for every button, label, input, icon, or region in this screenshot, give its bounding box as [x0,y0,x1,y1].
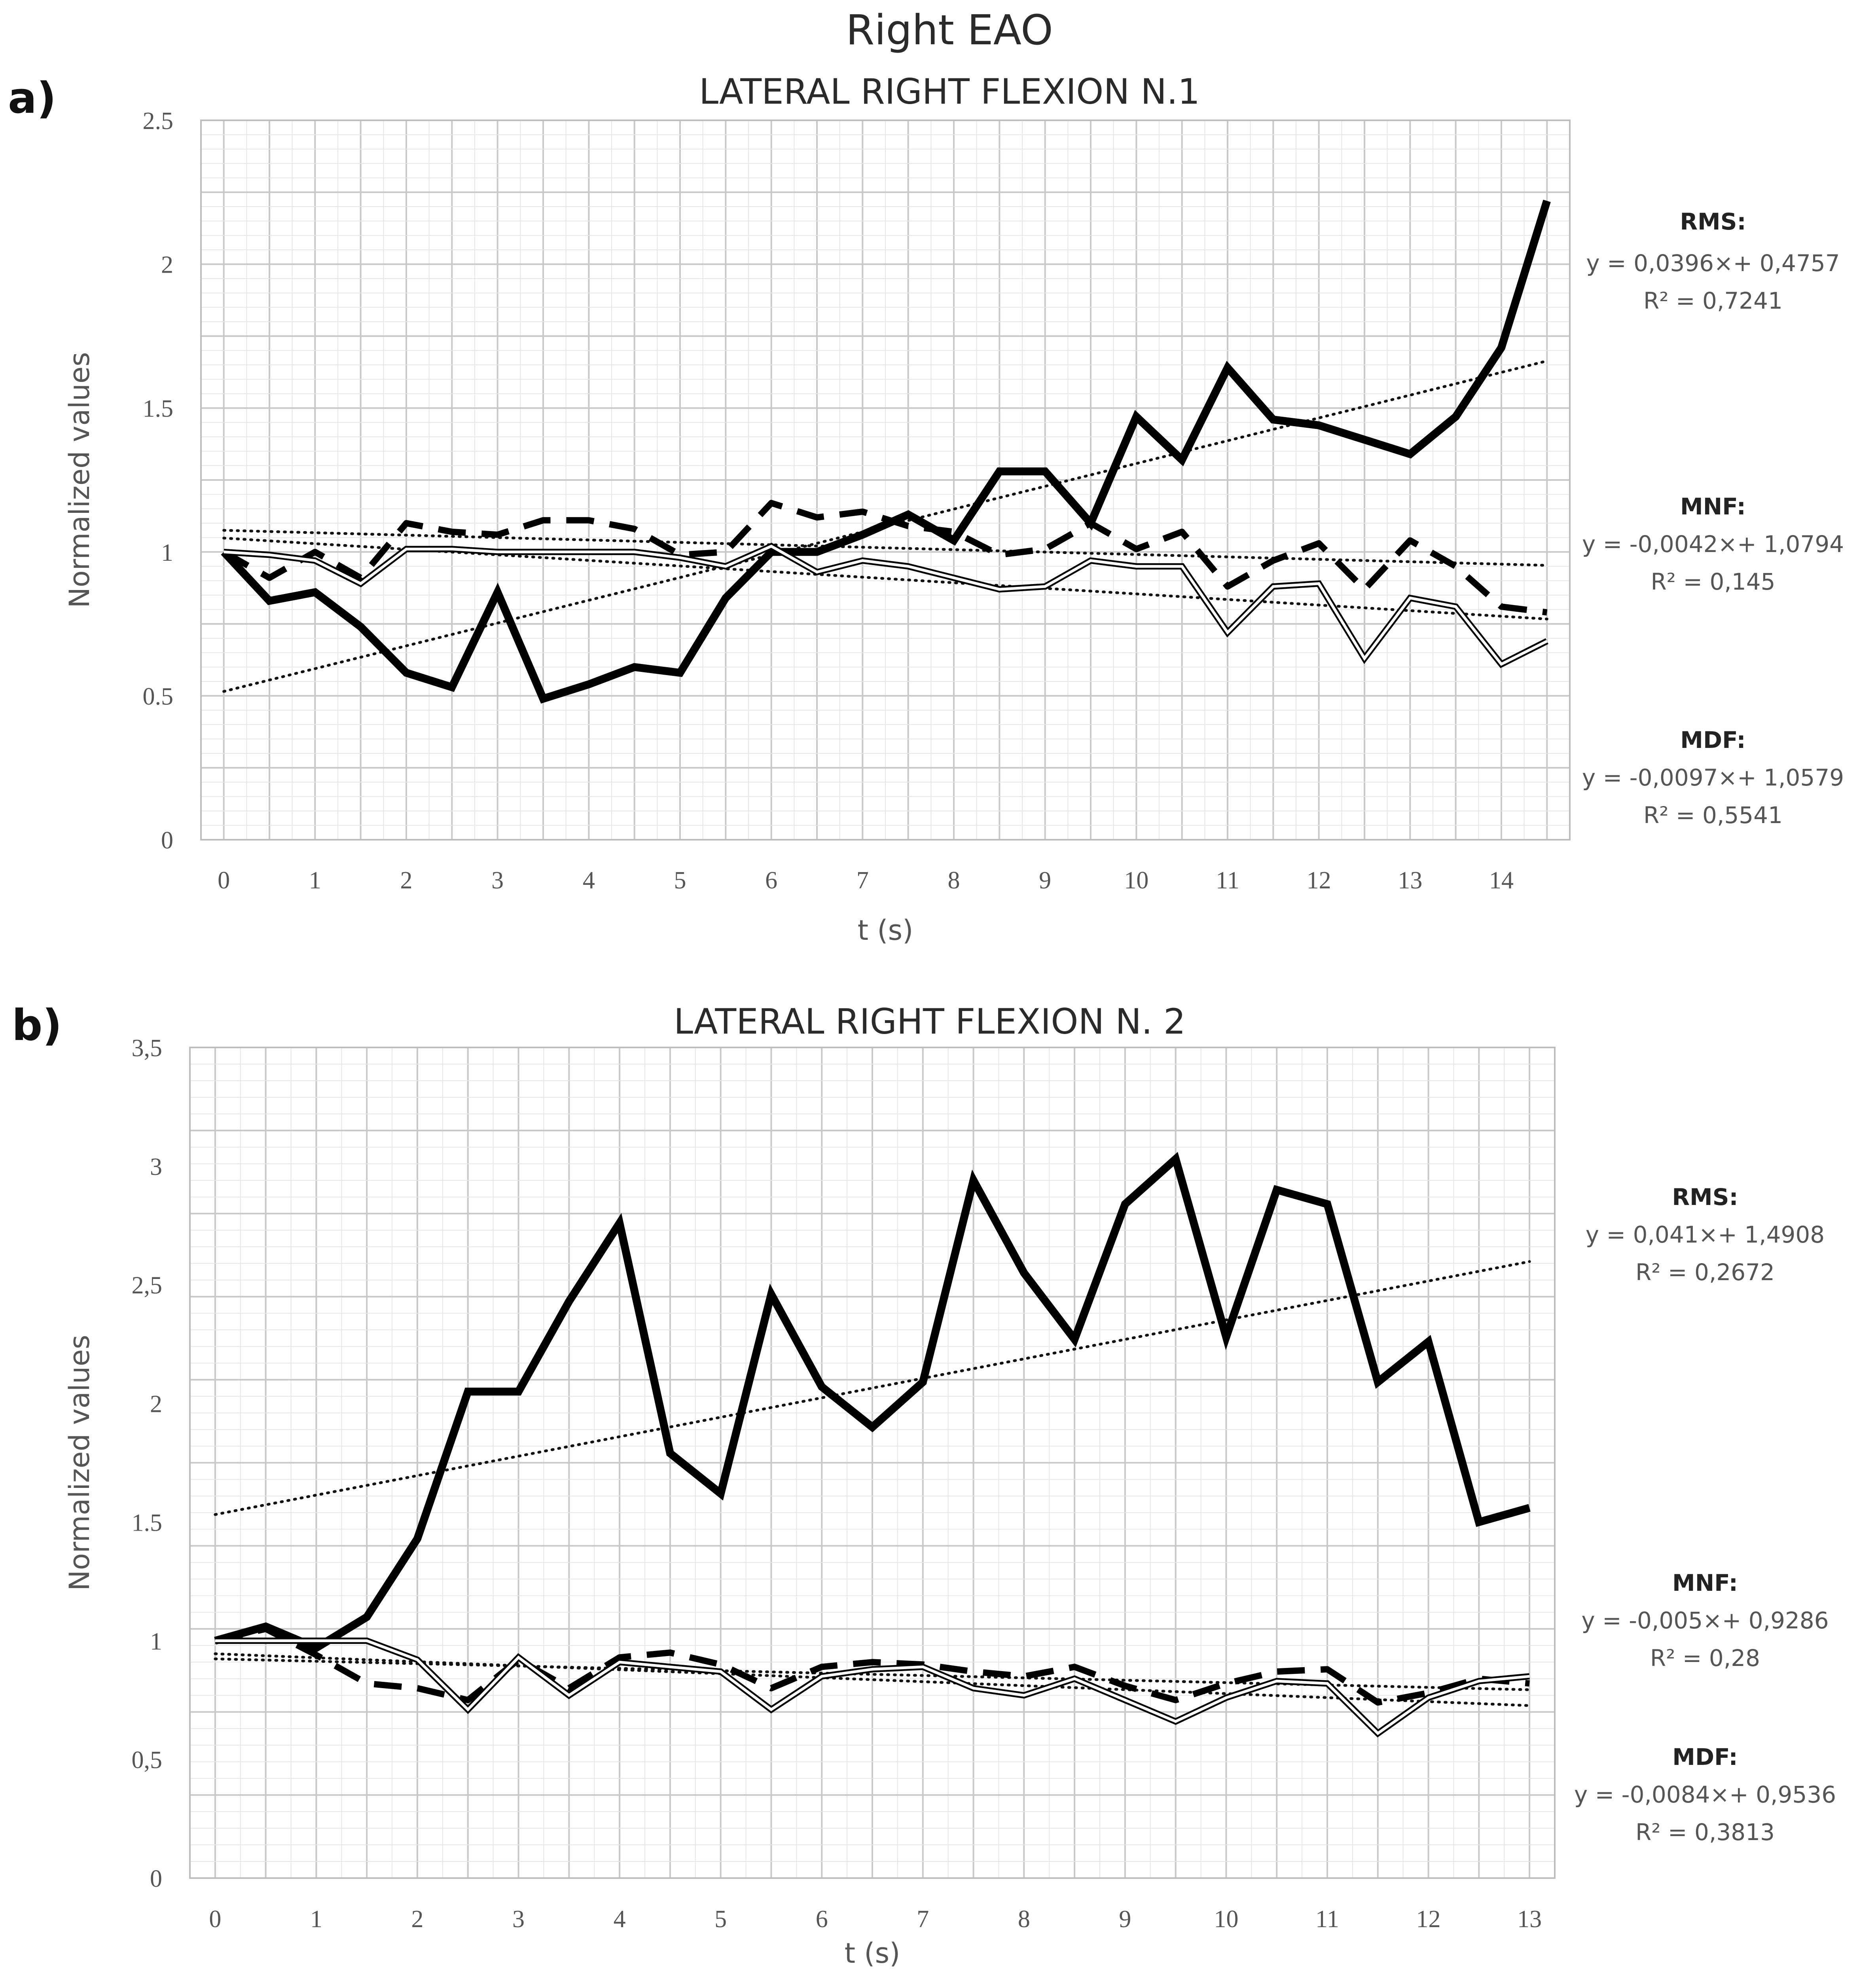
x-tick-label: 11 [1315,1906,1339,1933]
x-tick-label: 0 [209,1906,221,1933]
series-mnf-line [222,500,1548,616]
x-tick-label: 1 [310,1906,322,1933]
x-tick-label: 5 [714,1906,727,1933]
grid [201,120,1570,841]
x-tick-label: 11 [1216,867,1239,894]
x-tick-label: 4 [614,1906,626,1933]
x-tick-label: 9 [1039,867,1051,894]
y-tick-label: 2 [150,1391,162,1418]
panel-a-label: a) [8,74,56,123]
series-rms-line [221,199,1551,704]
trend-equation-mdf: y = -0,0097×+ 1,0579 [1582,764,1844,791]
panel-b-title: LATERAL RIGHT FLEXION N. 2 [674,1001,1186,1042]
panel-b: b) LATERAL RIGHT FLEXION N. 2 0 0,5 1 1.5 2 2… [12,1001,1836,1969]
x-tick-label: 0 [218,867,230,894]
x-tick-label: 3 [491,867,504,894]
y-axis-title: Normalized values [63,352,96,608]
trend-r2-mnf: R² = 0,28 [1650,1645,1760,1672]
x-tick-label: 12 [1416,1906,1441,1933]
trendline-mdf [214,1652,1531,1707]
figure-title: Right EAO [846,6,1053,54]
trend-equation-mdf: y = -0,0084×+ 0,9536 [1574,1781,1836,1808]
y-tick-label: 3,5 [132,1035,163,1062]
plot-area-frame [189,1047,1556,1879]
y-tick-label: 0 [150,1865,162,1892]
x-axis-title: t (s) [845,1937,900,1969]
y-axis-title: Normalized values [63,1335,96,1591]
x-tick-label: 6 [765,867,777,894]
y-tick-label: 1.5 [143,395,174,422]
x-tick-label: 5 [674,867,686,894]
trend-equation-mnf: y = -0,0042×+ 1,0794 [1582,531,1844,558]
series-mnf-line [214,1626,1530,1706]
grid [189,1047,1555,1879]
x-tick-label: 7 [917,1906,929,1933]
trend-label-mnf: MNF: [1680,493,1746,520]
y-tick-label: 1 [150,1628,162,1655]
y-tick-label: 1 [161,539,173,566]
y-tick-label: 2,5 [132,1272,163,1299]
trend-r2-mdf: R² = 0,3813 [1635,1819,1775,1846]
y-tick-label: 0,5 [132,1747,163,1774]
trendline-rms [214,1260,1531,1516]
y-tick-label: 0.5 [143,683,174,710]
x-tick-label: 7 [857,867,869,894]
x-tick-label: 9 [1119,1906,1131,1933]
trend-r2-rms: R² = 0,7241 [1643,287,1783,314]
trend-label-mdf: MDF: [1672,1744,1738,1770]
x-tick-label: 6 [816,1906,828,1933]
x-tick-label: 13 [1517,1906,1542,1933]
trendline-rms [222,359,1548,693]
trend-equation-rms: y = 0,0396×+ 0,4757 [1586,250,1840,277]
series-mdf-line-inner [215,1639,1530,1735]
x-tick-label: 13 [1398,867,1422,894]
x-tick-label: 8 [948,867,960,894]
x-tick-label: 3 [512,1906,525,1933]
trend-label-rms: RMS: [1672,1184,1738,1210]
x-tick-label: 2 [411,1906,424,1933]
y-tick-label: 1.5 [132,1509,163,1536]
x-tick-label: 14 [1489,867,1514,894]
plot-area-frame [200,120,1571,841]
x-axis-title: t (s) [858,914,913,947]
y-tick-label: 2 [161,252,173,279]
series-mdf-line-inner [224,545,1548,666]
panel-a-title: LATERAL RIGHT FLEXION N.1 [699,71,1200,112]
y-tick-label: 2.5 [143,108,174,135]
y-tick-label: 0 [161,827,173,854]
trend-label-mnf: MNF: [1672,1569,1738,1596]
x-tick-label: 10 [1214,1906,1238,1933]
x-tick-label: 10 [1124,867,1148,894]
x-tick-label: 8 [1018,1906,1030,1933]
y-tick-label: 3 [150,1154,162,1180]
x-tick-label: 2 [400,867,413,894]
trend-r2-rms: R² = 0,2672 [1635,1259,1775,1286]
panel-a: a) LATERAL RIGHT FLEXION N.1 0 0.5 1 1.5 2 2.… [8,71,1844,947]
trend-equation-mnf: y = -0,005×+ 0,9286 [1581,1607,1829,1634]
trend-label-rms: RMS: [1680,208,1746,235]
x-tick-label: 1 [309,867,321,894]
panel-b-label: b) [12,1001,62,1050]
trend-r2-mdf: R² = 0,5541 [1643,802,1783,829]
series-rms-line [214,1152,1531,1653]
x-tick-label: 12 [1307,867,1331,894]
x-tick-label: 4 [583,867,595,894]
trend-r2-mnf: R² = 0,145 [1651,568,1775,595]
trend-label-mdf: MDF: [1680,727,1746,753]
trendline-mnf [222,529,1548,567]
trend-equation-rms: y = 0,041×+ 1,4908 [1586,1221,1825,1248]
